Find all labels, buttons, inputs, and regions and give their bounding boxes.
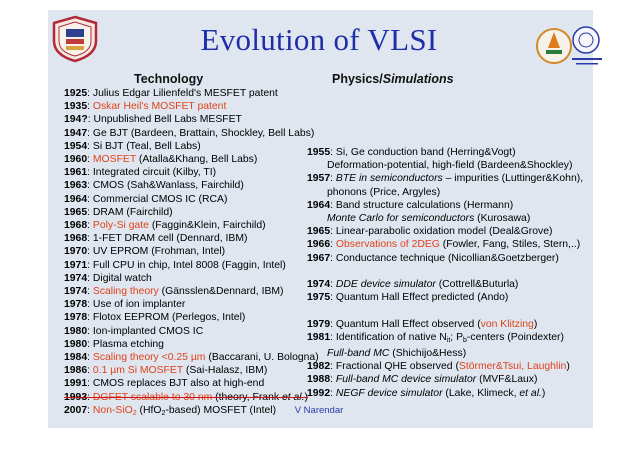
timeline-entry: Monte Carlo for semiconductors (Kurosawa…	[327, 213, 531, 225]
timeline-entry: 1963: CMOS (Sah&Wanlass, Fairchild)	[64, 180, 244, 192]
timeline-entry: 1980: Plasma etching	[64, 338, 164, 350]
timeline-entry: 1957: BTE in semiconductors – impurities…	[307, 173, 584, 185]
timeline-entry: 1966: Observations of 2DEG (Fowler, Fang…	[307, 239, 581, 251]
timeline-entry: 194?: Unpublished Bell Labs MESFET	[64, 114, 242, 126]
timeline-entry: 1978: Flotox EEPROM (Perlegos, Intel)	[64, 312, 246, 324]
timeline-entry: 1986: 0.1 µm Si MOSFET (Sai-Halasz, IBM)	[64, 365, 268, 377]
timeline-entry: 1974: DDE device simulator (Cottrell&But…	[307, 279, 519, 291]
timeline-entry: 1925: Julius Edgar Lilienfeld's MESFET p…	[64, 88, 278, 99]
timeline-entry: 1981: Identification of native Nit; Pb-c…	[307, 331, 564, 344]
timeline-entry: 1964: Commercial CMOS IC (RCA)	[64, 193, 228, 205]
technology-heading: Technology	[134, 72, 204, 86]
timeline-entry: 1947: Ge BJT (Bardeen, Brattain, Shockle…	[64, 127, 315, 139]
timeline-entry: phonons (Price, Argyles)	[327, 186, 441, 198]
timeline-entry: 1965: Linear-parabolic oxidation model (…	[307, 226, 553, 238]
timeline-entry: 1984: Scaling theory <0.25 µm (Baccarani…	[64, 352, 319, 364]
timeline-entry: 1993: DGFET scalable to 30 nm (theory, F…	[64, 391, 308, 403]
institute-logo-right	[534, 18, 606, 73]
timeline-entry: Deformation-potential, high-field (Barde…	[327, 160, 573, 172]
timeline-entry: 1970: UV EPROM (Frohman, Intel)	[64, 246, 226, 258]
timeline-entry: 2007: Non-SiO2 (HfO2-based) MOSFET (Inte…	[64, 404, 277, 417]
author-footer: V Narendar	[294, 405, 344, 416]
timeline-entry: 1954: Si BJT (Teal, Bell Labs)	[64, 140, 201, 152]
timeline-entry: 1961: Integrated circuit (Kilby, TI)	[64, 167, 217, 179]
timeline-entry: 1975: Quantum Hall Effect predicted (And…	[307, 292, 509, 304]
timeline-entry: 1967: Conductance technique (Nicollian&G…	[307, 252, 559, 264]
physics-timeline: 1955: Si, Ge conduction band (Herring&Vo…	[307, 146, 617, 400]
timeline-entry: 1965: DRAM (Fairchild)	[64, 206, 173, 218]
timeline-entry: 1992: NEGF device simulator (Lake, Klime…	[307, 387, 546, 399]
timeline-entry: 1974: Scaling theory (Gänsslen&Dennard, …	[64, 286, 284, 298]
timeline-entry: 1964: Band structure calculations (Herma…	[307, 199, 514, 211]
slide-panel	[48, 10, 593, 428]
timeline-entry: 1978: Use of ion implanter	[64, 299, 186, 311]
timeline-entry: 1980: Ion-implanted CMOS IC	[64, 325, 204, 337]
timeline-entry: 1982: Fractional QHE observed (Störmer&T…	[307, 361, 570, 373]
institute-logo-left	[50, 15, 100, 63]
timeline-entry: 1960: MOSFET (Atalla&Khang, Bell Labs)	[64, 154, 258, 166]
timeline-entry: 1955: Si, Ge conduction band (Herring&Vo…	[307, 147, 516, 158]
timeline-entry: 1968: 1-FET DRAM cell (Dennard, IBM)	[64, 233, 248, 245]
timeline-entry: 1979: Quantum Hall Effect observed (von …	[307, 318, 538, 330]
timeline-entry: 1991: CMOS replaces BJT also at high-end	[64, 378, 265, 390]
timeline-entry: 1974: Digital watch	[64, 272, 152, 284]
timeline-entry: 1988: Full-band MC device simulator (MVF…	[307, 374, 538, 386]
timeline-entry: 1935: Oskar Heil's MOSFET patent	[64, 101, 227, 113]
timeline-entry: Full-band MC (Shichijo&Hess)	[327, 348, 467, 360]
physics-simulations-heading: Physics/Simulations	[332, 72, 454, 86]
timeline-entry: 1971: Full CPU in chip, Intel 8008 (Fagg…	[64, 259, 286, 271]
timeline-entry: 1968: Poly-Si gate (Faggin&Klein, Fairch…	[64, 220, 266, 232]
slide-title: Evolution of VLSI	[200, 22, 438, 57]
technology-timeline: 1925: Julius Edgar Lilienfeld's MESFET p…	[64, 87, 324, 420]
